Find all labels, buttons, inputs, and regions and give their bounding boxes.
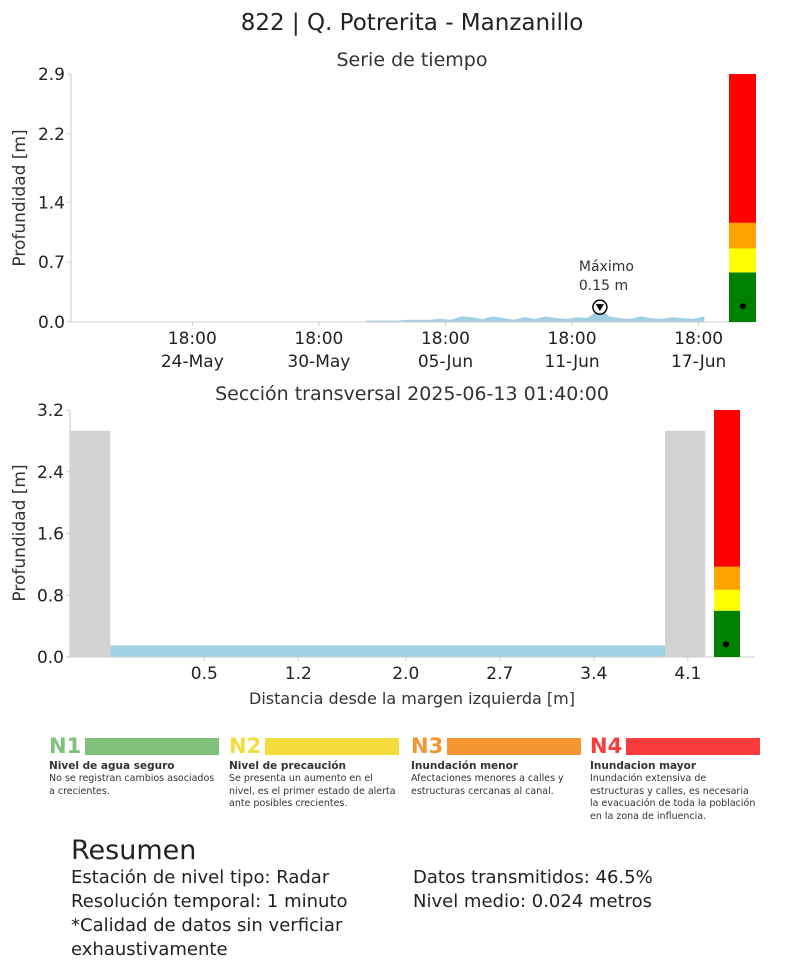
cs-y-tick-label: 0.0 xyxy=(37,648,64,668)
cs-x-tick-label: 4.1 xyxy=(674,664,701,684)
ts-x-tick-date: 11-Jun xyxy=(544,352,599,372)
ts-y-tick-label: 0.7 xyxy=(38,253,65,273)
level-n4-code: N4 xyxy=(590,734,623,758)
cs-y-tick-label: 3.2 xyxy=(37,401,64,421)
cs-alert-level-bar xyxy=(714,410,740,657)
level-n3-desc: Afectaciones menores a calles y estructu… xyxy=(411,773,564,797)
ts-x-tick-date: 05-Jun xyxy=(418,352,473,372)
ts-x-tick-time: 18:00 xyxy=(548,329,597,349)
ts-alert-level-bar xyxy=(729,74,756,322)
cs-level-segment xyxy=(714,589,740,611)
cs-level-marker xyxy=(723,641,729,648)
level-n2-bar xyxy=(265,737,399,755)
level-n3-name: Inundación menor xyxy=(411,760,519,772)
ts-level-marker xyxy=(740,303,746,310)
ts-title: Serie de tiempo xyxy=(337,49,488,71)
level-n3: N3 Inundación menor Afectaciones menores… xyxy=(411,736,581,798)
level-n1: N1 Nivel de agua seguro No se registran … xyxy=(49,736,219,798)
page-title: 822 | Q. Potrerita - Manzanillo xyxy=(241,10,584,36)
cs-bank-left xyxy=(70,430,111,657)
level-n2: N2 Nivel de precaución Se presenta un au… xyxy=(229,736,399,811)
level-n2-desc: Se presenta un aumento en el nivel, es e… xyxy=(229,773,396,809)
ts-max-label: Máximo xyxy=(579,259,634,275)
cross-section-chart: Sección transversal 2025-06-13 01:40:00 … xyxy=(10,383,755,708)
level-n1-name: Nivel de agua seguro xyxy=(49,760,175,772)
cs-water xyxy=(110,645,666,657)
data-transmitted: Datos transmitidos: 46.5% xyxy=(413,867,653,888)
cs-y-tick-label: 2.4 xyxy=(37,463,64,483)
ts-y-tick-label: 2.9 xyxy=(38,65,65,85)
level-n4-desc: Inundación extensiva de estructuras y ca… xyxy=(590,773,756,822)
cs-title: Sección transversal 2025-06-13 01:40:00 xyxy=(215,383,609,405)
cs-level-segment xyxy=(714,610,740,657)
cs-y-tick-label: 1.6 xyxy=(37,525,64,545)
ts-axes: 0.0 0.7 1.4 2.2 2.9 18:00 24-May 18:00 30-May 18:… xyxy=(38,65,755,372)
summary-heading: Resumen xyxy=(71,835,197,866)
cs-x-tick-label: 3.4 xyxy=(580,664,607,684)
ts-x-tick-time: 18:00 xyxy=(421,329,470,349)
cs-axes: 0.0 0.8 1.6 2.4 3.2 0.5 1.2 2.0 2.7 3.4 4.1 xyxy=(37,401,755,684)
level-n4-bar xyxy=(626,737,760,755)
level-n1-desc: No se registran cambios asociados a crec… xyxy=(49,773,215,797)
cs-y-tick-label: 0.8 xyxy=(37,586,64,606)
cs-x-axis-label: Distancia desde la margen izquierda [m] xyxy=(249,689,575,708)
ts-x-tick-date: 24-May xyxy=(161,352,224,372)
cs-x-tick-label: 2.0 xyxy=(392,664,419,684)
ts-x-tick-time: 18:00 xyxy=(674,329,723,349)
cs-shapes-layer xyxy=(70,430,706,657)
level-n3-bar xyxy=(447,737,581,755)
level-n3-code: N3 xyxy=(411,734,444,758)
ts-x-tick-date: 17-Jun xyxy=(671,352,726,372)
ts-max-value: 0.15 m xyxy=(579,278,628,294)
ts-level-segment xyxy=(729,248,756,273)
cs-level-segment xyxy=(714,410,740,567)
ts-max-annotation: Máximo 0.15 m xyxy=(579,259,634,315)
level-n4: N4 Inundacion mayor Inundación extensiva… xyxy=(590,736,760,823)
data-quality-note: *Calidad de datos sin verficiar exhausti… xyxy=(71,915,343,960)
ts-y-tick-label: 2.2 xyxy=(38,125,65,145)
max-marker-triangle xyxy=(595,304,604,312)
cs-x-tick-label: 0.5 xyxy=(191,664,218,684)
ts-level-segment xyxy=(729,272,756,322)
summary-section: Resumen Estación de nivel tipo: Radar Re… xyxy=(71,836,771,962)
ts-x-tick-time: 18:00 xyxy=(294,329,343,349)
cs-bank-right xyxy=(665,430,706,657)
level-n1-bar xyxy=(85,737,219,755)
ts-y-tick-label: 1.4 xyxy=(38,193,65,213)
ts-level-segment xyxy=(729,74,756,223)
temporal-resolution: Resolución temporal: 1 minuto xyxy=(71,891,348,912)
mean-level: Nivel medio: 0.024 metros xyxy=(413,891,653,912)
cs-y-axis-label: Profundidad [m] xyxy=(10,464,30,601)
level-n4-name: Inundacion mayor xyxy=(590,760,697,772)
ts-depth-series xyxy=(365,308,705,323)
cs-x-tick-label: 2.7 xyxy=(486,664,513,684)
charts-canvas: 822 | Q. Potrerita - Manzanillo Serie de… xyxy=(10,10,756,708)
station-type: Estación de nivel tipo: Radar xyxy=(71,867,330,888)
time-series-chart: Serie de tiempo Profundidad [m] 0.0 0.7 1.… xyxy=(10,49,756,372)
ts-x-tick-time: 18:00 xyxy=(168,329,217,349)
ts-area-layer xyxy=(365,308,705,323)
level-n1-code: N1 xyxy=(49,734,82,758)
ts-level-segment xyxy=(729,222,756,249)
level-n2-name: Nivel de precaución xyxy=(229,760,347,772)
ts-y-axis-label: Profundidad [m] xyxy=(10,129,30,266)
ts-x-tick-date: 30-May xyxy=(287,352,350,372)
cs-level-segment xyxy=(714,566,740,590)
max-marker-icon xyxy=(592,299,608,315)
cs-x-tick-label: 1.2 xyxy=(285,664,312,684)
level-n2-code: N2 xyxy=(229,734,262,758)
ts-y-tick-label: 0.0 xyxy=(38,313,65,333)
